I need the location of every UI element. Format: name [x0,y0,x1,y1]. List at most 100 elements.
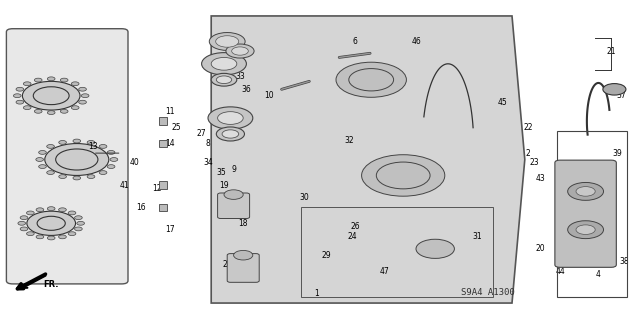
Circle shape [60,78,68,82]
Text: 43: 43 [536,174,546,183]
Text: 6: 6 [353,37,358,46]
Circle shape [37,216,65,230]
Text: 2: 2 [525,149,531,158]
Text: 8: 8 [205,139,211,148]
Circle shape [211,73,237,86]
Text: 25: 25 [171,123,181,132]
Circle shape [20,227,28,231]
Text: 40: 40 [129,158,140,167]
Bar [159,117,167,125]
Circle shape [47,111,55,115]
Text: 28: 28 [223,260,232,269]
Circle shape [35,109,42,113]
Circle shape [20,216,28,219]
Text: 13: 13 [88,142,98,151]
Circle shape [35,78,42,82]
Circle shape [13,94,21,98]
Circle shape [47,236,55,240]
Text: 18: 18 [239,219,248,228]
Text: 42: 42 [212,37,223,46]
Circle shape [38,165,46,168]
Circle shape [216,36,239,47]
Text: 30: 30 [299,193,309,202]
Polygon shape [211,16,525,303]
Circle shape [74,227,82,231]
Circle shape [81,94,89,98]
Text: 38: 38 [619,257,629,266]
Text: 27: 27 [196,130,207,138]
Text: 15: 15 [232,197,242,205]
Circle shape [26,211,34,215]
Bar [557,131,627,297]
Text: 34: 34 [203,158,213,167]
Text: 22: 22 [524,123,532,132]
Circle shape [216,76,232,84]
Circle shape [568,182,604,200]
Text: 47: 47 [379,267,389,276]
Text: 14: 14 [164,139,175,148]
Circle shape [108,165,115,168]
Text: 4: 4 [596,270,601,279]
Circle shape [33,87,69,105]
Circle shape [16,100,24,104]
Bar [159,181,167,189]
Circle shape [68,232,76,236]
Circle shape [222,130,239,138]
Text: 32: 32 [344,136,354,145]
Bar [301,207,493,297]
Text: 3: 3 [570,165,575,174]
Text: 12: 12 [152,184,161,193]
Text: 16: 16 [136,203,146,212]
Circle shape [38,151,46,154]
Text: 9: 9 [231,165,236,174]
Circle shape [47,171,54,174]
Text: 24: 24 [347,232,357,241]
Circle shape [79,87,86,91]
Circle shape [362,155,445,196]
Text: 20: 20 [536,244,546,253]
Circle shape [59,140,67,144]
Text: 37: 37 [616,91,626,100]
Circle shape [232,47,248,55]
FancyBboxPatch shape [6,29,128,284]
Circle shape [209,33,245,50]
Circle shape [603,84,626,95]
FancyBboxPatch shape [227,254,259,282]
Circle shape [22,81,80,110]
Circle shape [59,175,67,179]
Text: 11: 11 [165,107,174,116]
Circle shape [224,190,243,199]
Circle shape [59,208,67,212]
Circle shape [208,107,253,129]
Circle shape [59,235,67,239]
Circle shape [71,82,79,86]
Circle shape [56,149,98,170]
Circle shape [77,221,84,225]
Circle shape [108,151,115,154]
Circle shape [336,62,406,97]
Circle shape [99,171,107,174]
Circle shape [73,176,81,180]
Circle shape [60,109,68,113]
Circle shape [18,221,26,225]
Text: 21: 21 [607,47,616,56]
Circle shape [110,158,118,161]
FancyBboxPatch shape [218,193,250,219]
Text: 41: 41 [120,181,130,189]
Circle shape [47,207,55,211]
Text: 7: 7 [218,63,223,71]
Text: 46: 46 [411,37,421,46]
Text: S9A4 A1300: S9A4 A1300 [461,288,515,297]
Circle shape [576,187,595,196]
Circle shape [27,211,76,235]
Circle shape [576,225,595,234]
Circle shape [68,211,76,215]
Circle shape [87,140,95,144]
Circle shape [74,216,82,219]
Text: 23: 23 [529,158,540,167]
Circle shape [36,158,44,161]
FancyBboxPatch shape [555,160,616,267]
Circle shape [26,232,34,236]
Text: 31: 31 [472,232,482,241]
Bar [159,140,167,147]
